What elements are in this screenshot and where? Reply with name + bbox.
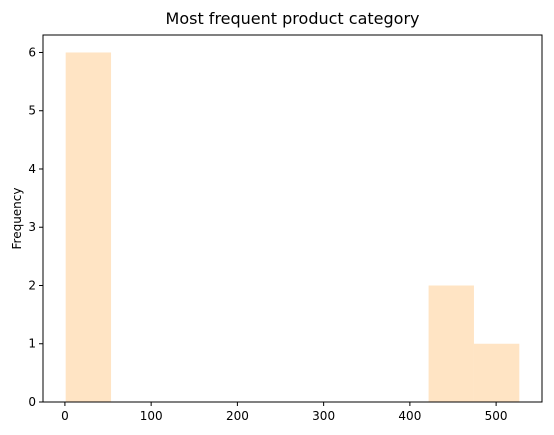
x-tick-label: 400 xyxy=(398,409,421,423)
x-tick-label: 100 xyxy=(140,409,163,423)
x-tick-label: 0 xyxy=(61,409,69,423)
y-tick-label: 1 xyxy=(28,337,36,351)
histogram-bar xyxy=(473,343,520,402)
y-tick-label: 4 xyxy=(28,162,36,176)
y-tick-label: 6 xyxy=(28,45,36,59)
x-tick-label: 500 xyxy=(485,409,508,423)
chart-title: Most frequent product category xyxy=(166,9,420,28)
y-axis-label: Frequency xyxy=(10,188,24,250)
x-tick-label: 300 xyxy=(312,409,335,423)
y-tick-label: 0 xyxy=(28,395,36,409)
histogram-bar xyxy=(65,52,112,402)
y-tick-label: 5 xyxy=(28,104,36,118)
x-axis: 0 100 200 300 400 500 xyxy=(61,402,508,423)
y-tick-label: 3 xyxy=(28,220,36,234)
plot-area xyxy=(65,52,520,402)
y-tick-label: 2 xyxy=(28,278,36,292)
axes-frame xyxy=(42,34,543,403)
histogram-bar xyxy=(428,285,474,402)
x-tick-label: 200 xyxy=(226,409,249,423)
y-axis: 0 1 2 3 4 5 6 xyxy=(28,45,43,409)
